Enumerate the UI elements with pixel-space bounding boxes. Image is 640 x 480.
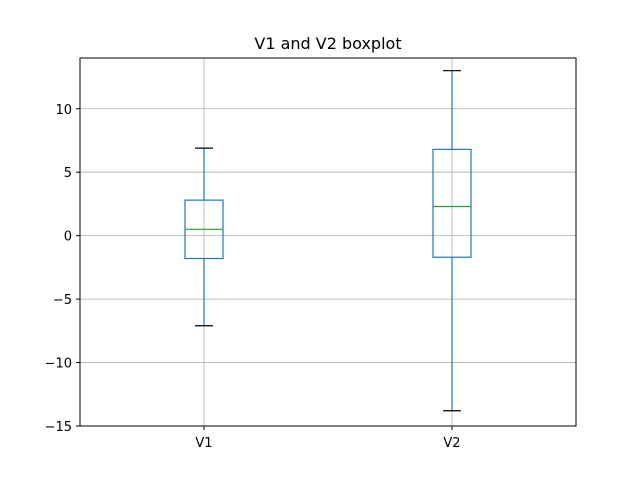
box-v2 [432, 70, 472, 412]
y-tick-label: −15 [45, 420, 72, 435]
y-tick-label: −5 [53, 293, 72, 308]
x-tick-label: V1 [195, 436, 212, 451]
y-tick-label: 0 [64, 230, 72, 245]
y-tick-label: 5 [64, 166, 72, 181]
boxes [184, 70, 472, 412]
x-axis-ticks: V1 V2 [195, 426, 461, 451]
plot-frame [79, 57, 577, 427]
y-tick-label: 10 [55, 103, 72, 118]
grid-lines [80, 58, 576, 427]
iqr-box [432, 148, 472, 258]
y-axis-ticks: −15 −10 −5 0 5 10 [45, 103, 80, 435]
y-tick-label: −10 [45, 357, 72, 372]
x-tick-label: V2 [443, 436, 460, 451]
chart-title: V1 and V2 boxplot [254, 34, 401, 53]
box-v1 [184, 147, 224, 327]
